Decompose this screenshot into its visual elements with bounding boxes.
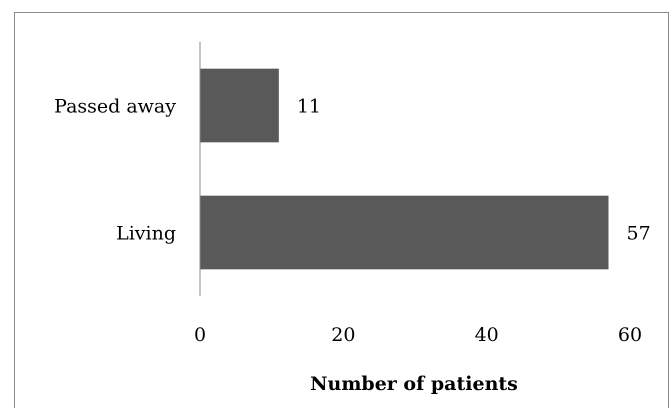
bars-layer — [200, 68, 609, 270]
chart-frame — [14, 12, 669, 408]
bar-living — [200, 195, 609, 270]
x-tick-label-0: 0 — [194, 324, 206, 346]
x-tick-label-20: 20 — [331, 324, 355, 346]
data-label-living: 57 — [627, 223, 651, 245]
x-axis-label: Number of patients — [310, 373, 518, 395]
bar-passed-away — [200, 68, 279, 143]
category-label-living: Living — [116, 223, 176, 245]
labels-layer: Passed away 11 Living 57 0 20 40 60 — [54, 96, 651, 347]
x-tick-label-60: 60 — [618, 324, 642, 346]
x-tick-label-40: 40 — [475, 324, 499, 346]
category-label-passed-away: Passed away — [54, 96, 176, 118]
data-label-passed-away: 11 — [297, 96, 321, 118]
